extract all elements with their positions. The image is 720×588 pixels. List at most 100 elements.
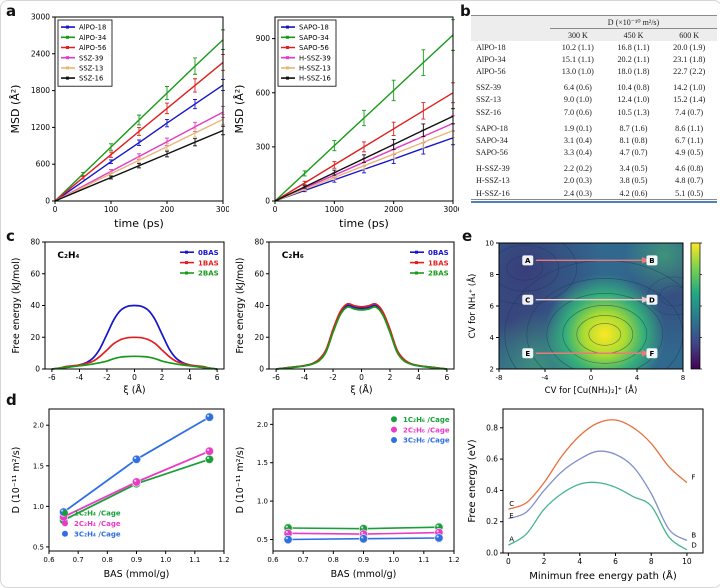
material-name: H-SSZ-39 [476,164,510,174]
diffusivity-value: 18.0 (1.8) [617,66,650,76]
diffusivity-value: 3.1 (0.4) [563,135,592,145]
table-row: SAPO-34 3.1 (0.4) 8.1 (0.8) 6.7 (1.1) [471,134,717,146]
svg-text:60: 60 [254,269,264,278]
svg-text:0.6: 0.6 [486,455,498,464]
svg-text:Minimun free energy path (Å): Minimun free energy path (Å) [529,569,677,582]
svg-text:time (ps): time (ps) [114,217,164,230]
table-row: SSZ-16 7.0 (0.6) 10.5 (1.3) 7.4 (0.7) [471,106,717,118]
svg-text:0.6: 0.6 [43,556,55,564]
svg-text:AlPO-34: AlPO-34 [79,34,106,42]
svg-text:1.2: 1.2 [218,556,229,564]
svg-text:2BAS: 2BAS [428,270,449,278]
diffusivity-value: 5.1 (0.5) [675,188,704,198]
table-underline [471,201,717,204]
svg-text:1.0: 1.0 [388,556,399,564]
svg-text:0: 0 [265,197,270,206]
svg-text:1800: 1800 [31,86,50,95]
material-name: SSZ-39 [476,83,502,93]
diffusivity-value: 2.2 (0.2) [563,164,592,174]
table-row: SAPO-56 3.3 (0.4) 4.7 (0.7) 4.9 (0.5) [471,147,717,159]
diffusivity-value: 3.4 (0.5) [619,164,648,174]
svg-text:0: 0 [359,373,364,382]
material-name: H-SSZ-16 [476,188,510,198]
svg-text:MSD (Å²): MSD (Å²) [9,85,22,134]
diffusivity-value: 3.8 (0.5) [619,176,648,186]
svg-text:6: 6 [215,373,220,382]
svg-text:0.4: 0.4 [486,486,498,495]
svg-text:D: D [691,542,696,550]
table-row: H-SSZ-13 2.0 (0.3) 3.8 (0.5) 4.8 (0.7) [471,175,717,187]
svg-text:ξ (Å): ξ (Å) [123,384,145,396]
svg-text:CV for NH₄⁺ (Å): CV for NH₄⁺ (Å) [466,274,478,339]
legend: 0BAS 1BAS 2BAS [410,249,449,278]
chart-msd-sapo: 0 1000 2000 3000 0 300 600 900 time (ps) MSD (Å²)… [233,9,459,231]
diffusivity-value: 15.2 (1.4) [673,95,706,105]
svg-text:1C₂H₄ /Cage: 1C₂H₄ /Cage [74,510,121,518]
svg-text:C₂H₄: C₂H₄ [57,251,79,261]
svg-text:1.0: 1.0 [257,498,268,506]
diffusivity-value: 23.1 (1.8) [673,54,706,64]
diffusivity-value: 13.0 (1.0) [561,66,594,76]
svg-text:SAPO-18: SAPO-18 [299,24,329,32]
diffusivity-value: 4.7 (0.7) [619,148,648,158]
svg-text:2.0: 2.0 [257,421,268,429]
fe-path-plot: 0 2 4 6 8 10 0.0 0.2 0.4 0.6 0.8 Minimun free energ… [467,408,704,582]
chart-free-energy-c2h6: -6 -4 -2 0 2 4 6 0 20 40 60 80 ξ (Å) Free energy (kJ/… [233,237,459,397]
diffusivity-value: 10.2 (1.1) [561,42,594,52]
svg-text:0.8: 0.8 [328,556,339,564]
diffusivity-value: 8.1 (0.8) [619,135,648,145]
svg-text:0: 0 [53,205,58,214]
svg-text:0: 0 [273,205,278,214]
svg-text:20: 20 [254,333,264,342]
svg-text:8: 8 [490,271,494,279]
contour-plot: A B C D E F -8 -4 0 4 8 2 4 6 8 10 CV for [Cu(NH₃)₂]⁺ (Å… [466,240,702,396]
svg-text:1.0: 1.0 [33,503,44,511]
diffusivity-value: 1.9 (0.1) [563,123,592,133]
material-name: AlPO-56 [476,66,506,76]
svg-text:E: E [509,512,513,520]
svg-text:Free energy (kJ/mol): Free energy (kJ/mol) [235,258,246,354]
svg-text:20: 20 [30,333,40,342]
chart-contour-cv-map: A B C D E F -8 -4 0 4 8 2 4 6 8 10 CV for [Cu(NH₃)₂]⁺ (Å… [465,237,717,397]
material-name: SSZ-16 [476,107,502,117]
diffusivity-value: 4.2 (0.6) [619,188,648,198]
svg-text:10: 10 [682,557,692,566]
panel-label-c: c [6,227,15,245]
svg-text:900: 900 [256,34,271,43]
svg-text:2C₂H₄ /Cage: 2C₂H₄ /Cage [74,520,121,528]
svg-text:0.5: 0.5 [33,543,44,551]
svg-text:600: 600 [256,88,271,97]
table-row: SSZ-39 6.4 (0.6) 10.4 (0.8) 14.2 (1.0) [471,82,717,94]
table-row: SSZ-13 9.0 (1.0) 12.4 (1.0) 15.2 (1.4) [471,94,717,106]
svg-text:0: 0 [259,365,264,374]
diffusivity-value: 6.7 (1.1) [675,135,704,145]
svg-text:0.9: 0.9 [131,556,142,564]
diffusivity-value: 16.8 (1.1) [617,42,650,52]
svg-text:2400: 2400 [31,49,50,58]
svg-text:80: 80 [30,238,40,247]
svg-text:8: 8 [649,557,654,566]
diffusivity-value: 12.4 (1.0) [617,95,650,105]
svg-text:0BAS: 0BAS [428,249,449,257]
colorbar [690,242,701,370]
diffusivity-value: 8.7 (1.6) [619,123,648,133]
material-name: AlPO-18 [476,42,506,52]
svg-text:D (10⁻¹¹ m²/s): D (10⁻¹¹ m²/s) [235,447,246,514]
table-row: SAPO-18 1.9 (0.1) 8.7 (1.6) 8.6 (1.1) [471,122,717,134]
svg-text:H-SSZ-39: H-SSZ-39 [299,54,331,62]
svg-text:0: 0 [35,365,40,374]
svg-text:0BAS: 0BAS [198,249,219,257]
svg-text:-8: -8 [496,374,503,382]
svg-text:8: 8 [681,374,685,382]
diffusion-table-panel: D (×10⁻¹⁰ m²/s) 300 K 450 K 600 K AlPO-18 10.… [471,15,717,204]
svg-text:BAS (mmol/g): BAS (mmol/g) [331,569,397,580]
svg-text:10: 10 [485,240,494,248]
svg-text:1.1: 1.1 [418,556,429,564]
svg-text:1C₂H₆ /Cage: 1C₂H₆ /Cage [403,416,450,424]
table-row: H-SSZ-39 2.2 (0.2) 3.4 (0.5) 4.6 (0.8) [471,163,717,175]
svg-text:3C₂H₆ /Cage: 3C₂H₆ /Cage [403,437,450,445]
d-c2h4-plot: 0.6 0.7 0.8 0.9 1.0 1.1 1.2 0.5 1.0 1.5 2.0 BAS (mm… [11,408,229,580]
svg-text:1BAS: 1BAS [428,259,449,267]
